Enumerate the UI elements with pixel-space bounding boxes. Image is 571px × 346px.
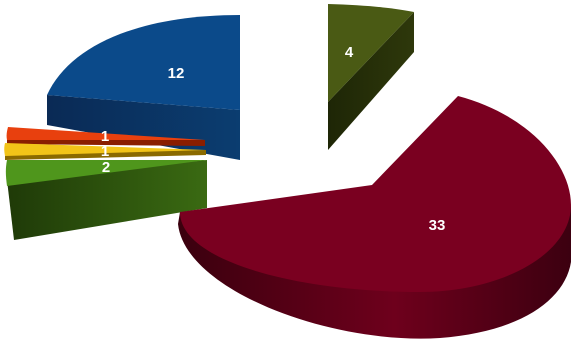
slice-label-1-yellow: 1 [101,143,109,160]
slice-label-4: 4 [345,44,354,61]
slice-4-side [328,12,414,150]
slice-1-yellow [4,143,206,156]
slice-label-1-orange: 1 [101,128,109,145]
slice-4 [328,4,414,102]
slice-1-orange [6,127,206,140]
slice-12 [47,15,240,110]
slice-1-yellow-side [5,150,206,160]
slice-33-side [178,205,571,339]
slice-label-33: 33 [429,217,446,234]
slice-2-side [7,160,207,240]
slice-2 [5,160,207,186]
slice-label-12: 12 [168,65,185,82]
slice-label-2: 2 [102,159,110,176]
slice-33 [180,96,571,292]
